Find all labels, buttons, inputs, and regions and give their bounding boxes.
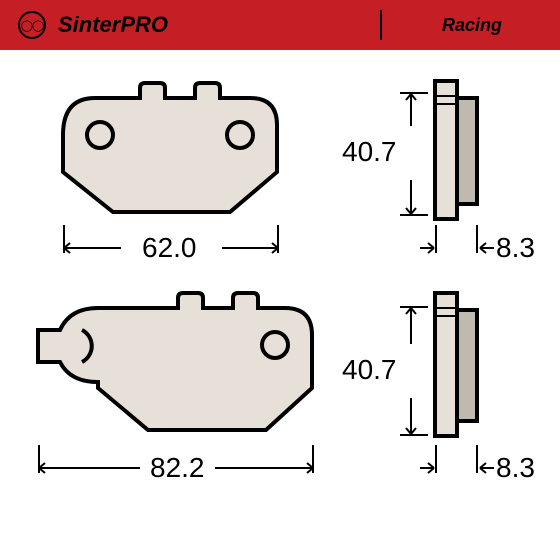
pad1-width-label: 62.0 [142, 232, 197, 264]
dim-line [40, 467, 140, 469]
arrow-down-icon [403, 420, 419, 436]
category-label: Racing [442, 15, 502, 36]
logo-glyph: ◯◯ [21, 19, 44, 32]
header-bar: ◯◯ SinterPRO Racing [0, 0, 560, 50]
header-right: Racing [384, 0, 560, 50]
pad1-height-label: 40.7 [342, 136, 397, 168]
arrow-left-icon [478, 240, 494, 256]
arrow-right-icon [420, 460, 436, 476]
arrow-up-icon [403, 306, 419, 322]
pad2-width-label: 82.2 [150, 452, 205, 484]
arrow-up-icon [403, 92, 419, 108]
pad1-thick-label: 8.3 [496, 232, 535, 264]
brand-name: SinterPRO [58, 12, 168, 38]
diagram-canvas: 62.0 40.7 8.3 82.2 40.7 [0, 50, 560, 560]
brake-pad-bottom [30, 290, 320, 440]
pad2-side-view [432, 290, 482, 440]
pad2-thick-label: 8.3 [496, 452, 535, 484]
arrow-right-icon [420, 240, 436, 256]
arrow-left-icon [478, 460, 494, 476]
brand-logo-icon: ◯◯ [18, 11, 46, 39]
brake-pad-top [55, 80, 285, 220]
arrow-right-icon [264, 240, 280, 256]
arrow-down-icon [403, 200, 419, 216]
pad1-side-view [432, 78, 482, 223]
arrow-left-icon [62, 240, 78, 256]
header-left: ◯◯ SinterPRO [0, 0, 380, 50]
arrow-right-icon [299, 460, 315, 476]
pad2-height-label: 40.7 [342, 354, 397, 386]
header-divider [380, 10, 382, 40]
arrow-left-icon [37, 460, 53, 476]
